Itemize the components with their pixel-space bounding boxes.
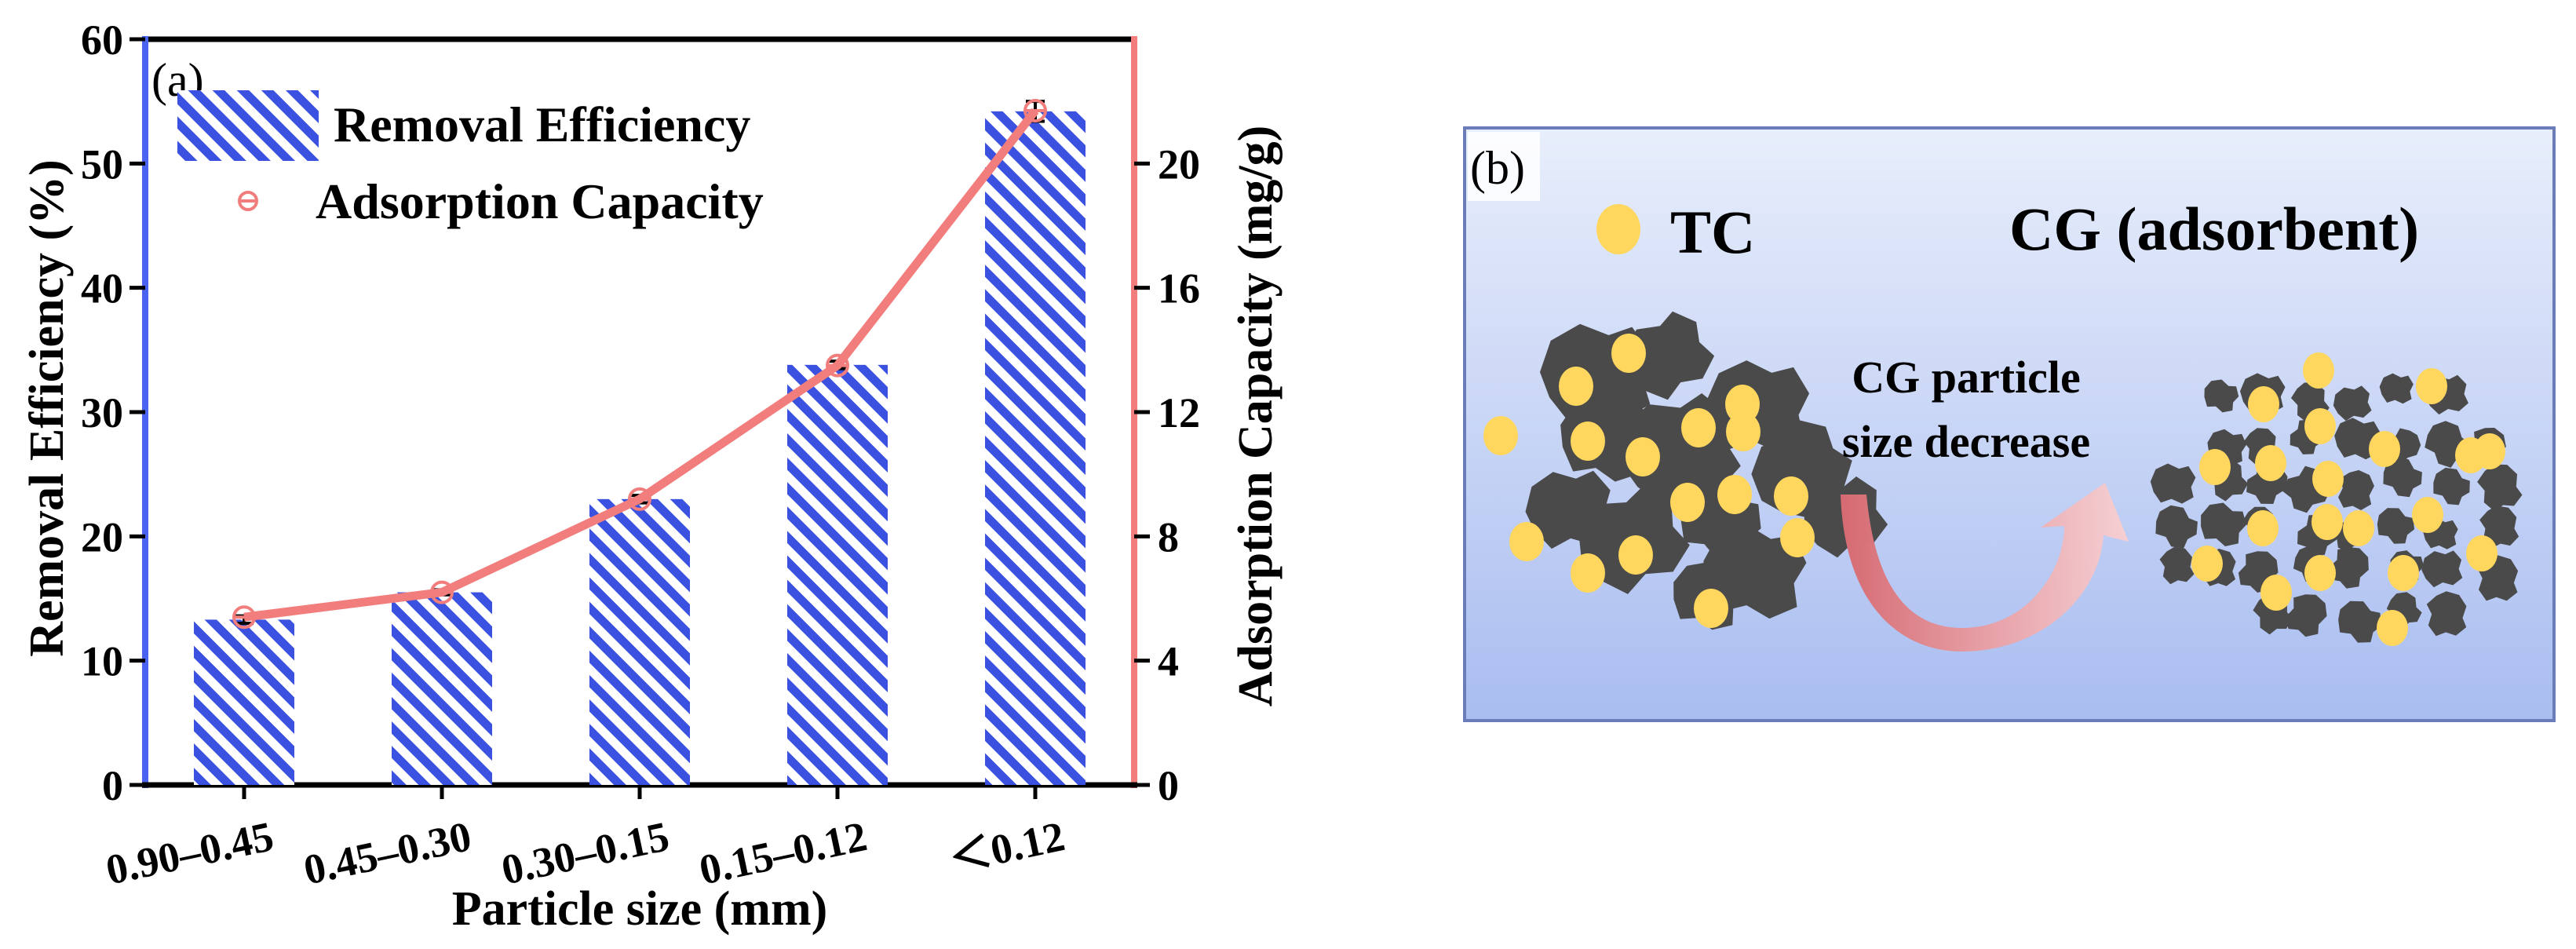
- tc-molecule: [2369, 431, 2400, 467]
- tc-molecule: [2255, 445, 2286, 481]
- tc-molecule: [2412, 497, 2443, 533]
- tc-molecule: [2388, 555, 2419, 591]
- tc-molecule: [1611, 334, 1646, 373]
- tc-molecule: [1726, 412, 1761, 451]
- tc-molecule: [1694, 589, 1728, 628]
- legend-bar-swatch: [177, 90, 319, 161]
- x-tick-labels: 0.90–0.45 0.45–0.30 0.30–0.15 0.15–0.12 ＜0.1…: [102, 785, 1069, 894]
- capacity-point-3: [826, 353, 849, 378]
- left-y-tick-label: 60: [81, 16, 123, 64]
- bar-series: [194, 111, 1085, 786]
- left-y-ticks: 0 10 20 30 40 50 60: [81, 16, 145, 809]
- tc-molecule: [1571, 422, 1605, 461]
- right-y-tick-label: 8: [1158, 513, 1179, 560]
- bar-4: [985, 111, 1085, 786]
- right-y-tick-label: 20: [1158, 141, 1200, 188]
- x-tick-label: 0.90–0.45: [102, 812, 278, 894]
- bar-3: [787, 364, 888, 785]
- tc-molecule: [1774, 476, 1808, 516]
- tc-molecule: [1725, 385, 1760, 424]
- right-y-tick-label: 0: [1158, 762, 1179, 809]
- capacity-point-2: [628, 487, 651, 511]
- capacity-point-1: [430, 580, 454, 604]
- arrow-label-line1: CG particle: [1852, 352, 2081, 403]
- bar-0: [194, 619, 294, 785]
- tc-molecule: [2466, 535, 2498, 571]
- cg-legend-label: CG (adsorbent): [2009, 195, 2419, 263]
- tc-molecule: [1780, 518, 1815, 557]
- tc-molecule: [2416, 368, 2447, 404]
- legend-bar-label: Removal Efficiency: [334, 97, 750, 152]
- large-cg-particles: [1483, 303, 1892, 644]
- line-series: [232, 99, 1047, 630]
- right-y-ticks: 0 4 8 12 16 20: [1134, 141, 1200, 809]
- tc-molecule: [1483, 416, 1518, 455]
- tc-legend-dot: [1596, 204, 1640, 254]
- left-y-tick-label: 0: [102, 762, 123, 809]
- tc-molecule: [2311, 504, 2343, 540]
- x-axis-title: Particle size (mm): [452, 882, 828, 936]
- tc-molecule: [2260, 575, 2292, 611]
- left-y-tick-label: 10: [81, 638, 123, 685]
- tc-molecule: [2247, 510, 2279, 546]
- capacity-point-4: [1023, 99, 1047, 123]
- tc-molecule: [1571, 553, 1605, 593]
- tc-molecule: [2304, 408, 2336, 444]
- panel-b-label: (b): [1470, 142, 1525, 194]
- bar-2: [589, 498, 690, 785]
- tc-molecule: [1626, 437, 1660, 476]
- y-axis-title: Removal Efficiency (%): [20, 159, 74, 657]
- panel-b-schematic: (b) TC CG (adsorbent) CG particle size d…: [1463, 126, 2556, 722]
- capacity-point-0: [232, 605, 256, 630]
- tc-molecule: [2312, 461, 2344, 497]
- chart-legend: Removal Efficiency Adsorption Capacity: [177, 90, 764, 229]
- tc-molecule: [1509, 522, 1544, 561]
- tc-legend-label: TC: [1670, 198, 1755, 266]
- small-cg-particles: [2146, 352, 2524, 652]
- tc-molecule: [2199, 449, 2231, 485]
- y-axis-right-title: Adsorption Capacity (mg/g): [1229, 126, 1283, 707]
- right-y-tick-label: 16: [1158, 265, 1200, 312]
- panel-a-chart: 0 10 20 30 40 50 60 0 4 8 12 16 20 0.90–0.45 0.45–0.…: [20, 16, 1283, 936]
- right-y-tick-label: 12: [1158, 389, 1200, 436]
- x-tick-label: 0.45–0.30: [300, 812, 476, 894]
- tc-molecule: [2304, 555, 2336, 591]
- panel-b-label-box: [1468, 132, 1540, 201]
- arrow-label-line2: size decrease: [1842, 416, 2090, 467]
- tc-molecule: [2474, 433, 2505, 469]
- left-y-tick-label: 20: [81, 513, 123, 560]
- tc-molecule: [2191, 546, 2223, 582]
- left-y-tick-label: 30: [81, 389, 123, 436]
- tc-molecule: [1670, 483, 1705, 522]
- tc-molecule: [2303, 352, 2334, 389]
- tc-molecule: [1559, 367, 1593, 406]
- bar-1: [392, 592, 492, 785]
- left-y-tick-label: 50: [81, 141, 123, 188]
- tc-molecule: [1717, 475, 1752, 514]
- tc-molecule: [1618, 535, 1653, 575]
- tc-molecule: [2343, 510, 2374, 546]
- left-y-tick-label: 40: [81, 265, 123, 312]
- tc-molecule: [1681, 408, 1716, 447]
- tc-molecule: [2248, 386, 2279, 422]
- right-y-tick-label: 4: [1158, 638, 1179, 685]
- tc-molecule: [2377, 610, 2408, 646]
- x-tick-label: ＜0.12: [945, 812, 1069, 883]
- legend-line-label: Adsorption Capacity: [316, 173, 764, 229]
- size-decrease-arrow-icon: [1841, 483, 2129, 652]
